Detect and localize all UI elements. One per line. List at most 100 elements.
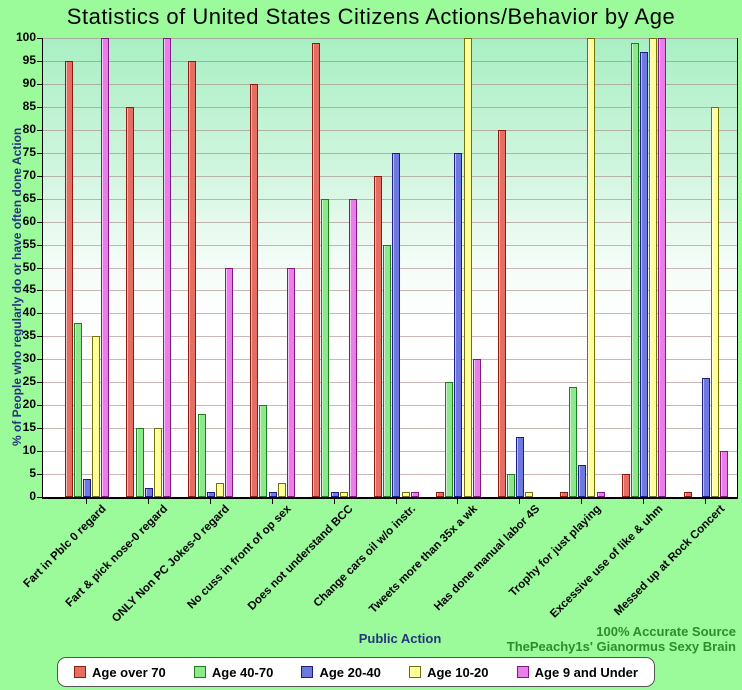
- y-tick-label: 40: [22, 305, 36, 320]
- x-category-label: Fart & pick nose-0 regard: [63, 503, 171, 610]
- bar-age-20-40: [268, 492, 277, 497]
- y-tick-label: 95: [22, 52, 36, 67]
- bar-age-40-70: [568, 386, 577, 497]
- y-tick-mark: [37, 175, 42, 177]
- y-tick-mark: [37, 267, 42, 269]
- y-tick-mark: [37, 313, 42, 315]
- y-tick-label: 45: [22, 282, 36, 297]
- y-tick-label: 5: [29, 466, 36, 481]
- bar-age-40-70: [507, 474, 515, 497]
- y-tick-label: 10: [22, 443, 36, 458]
- bar-age-over-70: [250, 83, 259, 497]
- bar-age-20-40: [82, 478, 91, 497]
- gridline: [43, 175, 737, 177]
- y-tick-label: 60: [22, 213, 36, 228]
- bar-age-10-20: [339, 492, 348, 497]
- x-tick-mark: [333, 499, 335, 504]
- bar-age-9-and-under: [348, 198, 357, 497]
- x-tick-mark: [147, 499, 149, 504]
- bar-age-20-40: [330, 492, 339, 497]
- x-tick-mark: [457, 499, 459, 504]
- bar-age-over-70: [683, 492, 692, 497]
- y-tick-mark: [37, 290, 42, 292]
- bar-age-10-20: [711, 106, 720, 497]
- x-tick-mark: [209, 499, 211, 504]
- legend-label: Age 9 and Under: [534, 664, 638, 680]
- bar-age-9-and-under: [101, 38, 110, 497]
- x-category-label: Excessive use of like & uhm: [548, 503, 666, 621]
- bar-age-over-70: [621, 474, 630, 497]
- legend-swatch: [74, 666, 86, 678]
- y-tick-label: 75: [22, 144, 36, 159]
- bar-age-10-20: [215, 483, 224, 497]
- x-category-label: Does not understand BCC: [246, 503, 357, 613]
- y-tick-mark: [37, 428, 42, 430]
- bar-age-40-70: [135, 428, 144, 497]
- y-tick-label: 65: [22, 190, 36, 205]
- x-tick-mark: [643, 499, 645, 504]
- x-tick-mark: [395, 499, 397, 504]
- bar-age-over-70: [188, 60, 197, 497]
- source-line-2: ThePeachy1s' Gianormus Sexy Brain: [506, 639, 736, 654]
- y-tick-label: 50: [22, 259, 36, 274]
- legend-item-age-9-and-under: Age 9 and Under: [516, 664, 638, 680]
- bar-age-10-20: [92, 336, 101, 497]
- bar-age-20-40: [392, 152, 401, 497]
- gridline: [43, 152, 737, 154]
- bar-age-9-and-under: [287, 267, 295, 497]
- bar-age-10-20: [649, 38, 658, 497]
- y-tick-mark: [37, 129, 42, 131]
- legend-label: Age 40-70: [211, 664, 274, 680]
- bar-age-over-70: [312, 42, 321, 497]
- x-category-label: ONLY Non PC Jokes-0 regard: [110, 503, 233, 625]
- bar-age-40-70: [197, 414, 206, 497]
- bar-age-20-40: [454, 152, 463, 497]
- y-tick-label: 35: [22, 328, 36, 343]
- x-axis-title: Public Action: [358, 631, 442, 646]
- x-category-label: Change cars oil w/o instr.: [311, 503, 418, 610]
- x-tick-mark: [581, 499, 583, 504]
- bar-age-10-20: [587, 38, 596, 497]
- legend: Age over 70 Age 40-70 Age 20-40 Age 10-20 Ag…: [57, 657, 655, 687]
- y-tick-mark: [37, 83, 42, 85]
- y-tick-label: 90: [22, 75, 36, 90]
- y-tick-label: 20: [22, 397, 36, 412]
- bar-age-9-and-under: [410, 492, 419, 497]
- legend-label: Age over 70: [92, 664, 166, 680]
- y-tick-mark: [37, 474, 42, 476]
- bar-age-20-40: [578, 464, 587, 497]
- gridline: [43, 60, 737, 62]
- y-tick-mark: [37, 497, 42, 498]
- y-tick-label: 55: [22, 236, 36, 251]
- x-tick-mark: [86, 499, 87, 504]
- y-tick-label: 85: [22, 98, 36, 113]
- bar-age-9-and-under: [163, 38, 172, 497]
- bar-age-20-40: [640, 51, 648, 497]
- legend-swatch: [516, 666, 529, 678]
- gridline: [43, 83, 737, 85]
- bar-age-10-20: [401, 492, 410, 497]
- x-tick-mark: [519, 499, 521, 504]
- bar-age-20-40: [516, 437, 525, 497]
- x-tick-mark: [705, 499, 706, 504]
- bar-age-40-70: [630, 42, 639, 497]
- y-tick-label: 25: [22, 374, 36, 389]
- bar-age-over-70: [435, 492, 444, 497]
- bar-age-over-70: [497, 129, 506, 497]
- bar-age-10-20: [154, 428, 162, 497]
- source-note: 100% Accurate Source ThePeachy1s' Gianor…: [507, 624, 736, 654]
- legend-swatch: [193, 666, 206, 678]
- bar-age-20-40: [701, 377, 710, 497]
- legend-label: Age 20-40: [319, 664, 381, 680]
- bar-age-over-70: [126, 106, 135, 497]
- legend-item-age-20-40: Age 20-40: [301, 664, 381, 680]
- bar-age-20-40: [144, 487, 153, 497]
- plot-area: [42, 38, 738, 499]
- bar-age-10-20: [525, 492, 534, 497]
- bar-age-40-70: [321, 198, 330, 497]
- legend-swatch: [301, 666, 314, 678]
- x-category-label: Has done manual labor 4S: [431, 503, 542, 614]
- y-tick-mark: [37, 60, 42, 62]
- legend-swatch: [409, 666, 422, 678]
- y-tick-mark: [37, 244, 42, 246]
